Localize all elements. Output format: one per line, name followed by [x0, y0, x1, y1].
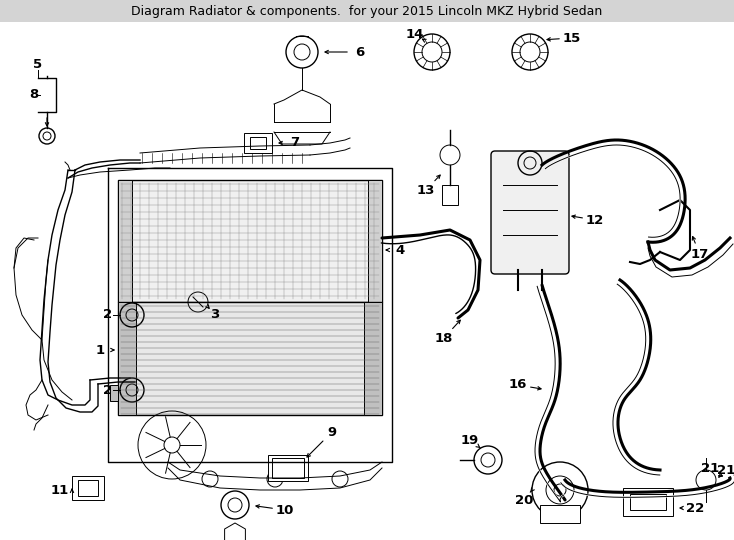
- Bar: [442, 185, 458, 205]
- Text: 6: 6: [355, 45, 365, 58]
- Text: 4: 4: [396, 244, 404, 256]
- Text: 7: 7: [291, 137, 299, 150]
- Text: 2: 2: [103, 308, 112, 321]
- Bar: [72, 476, 104, 500]
- Text: 8: 8: [29, 89, 38, 102]
- Text: 14: 14: [406, 29, 424, 42]
- Text: 10: 10: [276, 503, 294, 516]
- Text: 3: 3: [211, 308, 219, 321]
- FancyBboxPatch shape: [491, 151, 569, 274]
- Bar: [110, 385, 118, 401]
- Text: 21: 21: [701, 462, 719, 475]
- Bar: [272, 458, 304, 478]
- Bar: [118, 302, 382, 415]
- Bar: [78, 480, 98, 496]
- Text: 17: 17: [691, 248, 709, 261]
- Text: 19: 19: [461, 434, 479, 447]
- Text: 1: 1: [95, 343, 104, 356]
- Text: Diagram Radiator & components.  for your 2015 Lincoln MKZ Hybrid Sedan: Diagram Radiator & components. for your …: [131, 4, 603, 17]
- Text: 18: 18: [435, 332, 453, 345]
- Bar: [118, 180, 382, 302]
- Text: 15: 15: [563, 31, 581, 44]
- Text: 22: 22: [686, 502, 704, 515]
- Bar: [630, 494, 666, 510]
- Bar: [0, 0, 734, 22]
- Text: 20: 20: [515, 494, 533, 507]
- Bar: [118, 302, 136, 415]
- Text: 2: 2: [103, 383, 112, 396]
- Text: 5: 5: [34, 58, 43, 71]
- Text: 12: 12: [586, 213, 604, 226]
- Bar: [368, 180, 382, 302]
- Bar: [250, 137, 266, 149]
- Text: 13: 13: [417, 184, 435, 197]
- Text: 9: 9: [327, 426, 337, 438]
- Bar: [118, 180, 132, 302]
- Bar: [268, 455, 308, 481]
- Bar: [540, 505, 580, 523]
- Bar: [623, 488, 673, 516]
- Text: 21: 21: [717, 463, 734, 476]
- Text: 16: 16: [509, 379, 527, 392]
- Bar: [244, 133, 272, 153]
- Bar: [364, 302, 382, 415]
- Text: 11: 11: [51, 483, 69, 496]
